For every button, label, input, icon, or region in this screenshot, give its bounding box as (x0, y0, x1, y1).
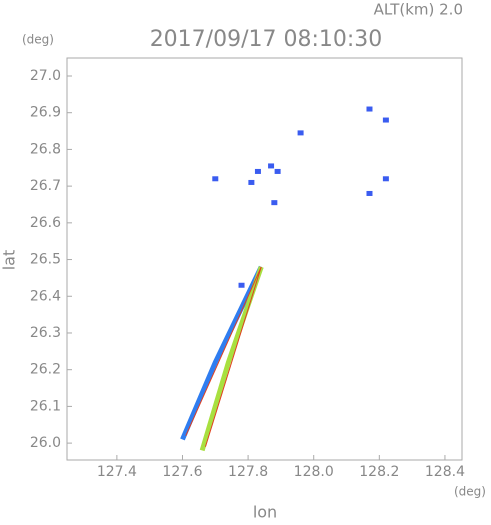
y-tick-label: 26.5 (30, 252, 61, 268)
x-tick-label: 128.4 (425, 464, 465, 480)
y-unit: (deg) (22, 33, 54, 47)
x-unit: (deg) (454, 485, 486, 499)
echo-point (238, 282, 245, 288)
plot-frame (66, 57, 463, 461)
y-tick-label: 26.8 (30, 141, 61, 157)
x-tick-label: 128.2 (359, 464, 399, 480)
x-tick-label: 127.6 (162, 464, 202, 480)
echo-point (382, 117, 389, 123)
y-tick-label: 26.2 (30, 362, 61, 378)
echo-point (212, 176, 219, 182)
y-tick-label: 26.0 (30, 435, 61, 451)
y-tick-label: 26.6 (30, 215, 61, 231)
echo-point (248, 179, 255, 185)
y-tick-label: 26.3 (30, 325, 61, 341)
x-tick-label: 128.0 (294, 464, 334, 480)
echo-point (382, 176, 389, 182)
chart-subtitle: ALT(km) 2.0 (374, 1, 463, 19)
echo-point (271, 200, 278, 206)
beam-echo (180, 265, 264, 441)
x-tick-label: 127.8 (228, 464, 268, 480)
echo-point (274, 168, 281, 174)
echo-point (268, 163, 275, 169)
echo-point (297, 130, 304, 136)
y-tick-label: 26.4 (30, 288, 61, 304)
echo-point (366, 190, 373, 196)
beam-echo (199, 266, 264, 452)
beam-edge (204, 266, 262, 447)
x-tick-label: 127.4 (97, 464, 137, 480)
y-label: lat (0, 250, 19, 271)
x-label: lon (253, 503, 277, 522)
echo-point (254, 168, 261, 174)
y-tick-label: 26.1 (30, 398, 61, 414)
chart-title: 2017/09/17 08:10:30 (150, 27, 383, 52)
y-tick-label: 27.0 (30, 68, 61, 84)
y-tick-label: 26.7 (30, 178, 61, 194)
beam-edge (185, 266, 262, 436)
echo-point (366, 106, 373, 112)
y-tick-label: 26.9 (30, 105, 61, 121)
